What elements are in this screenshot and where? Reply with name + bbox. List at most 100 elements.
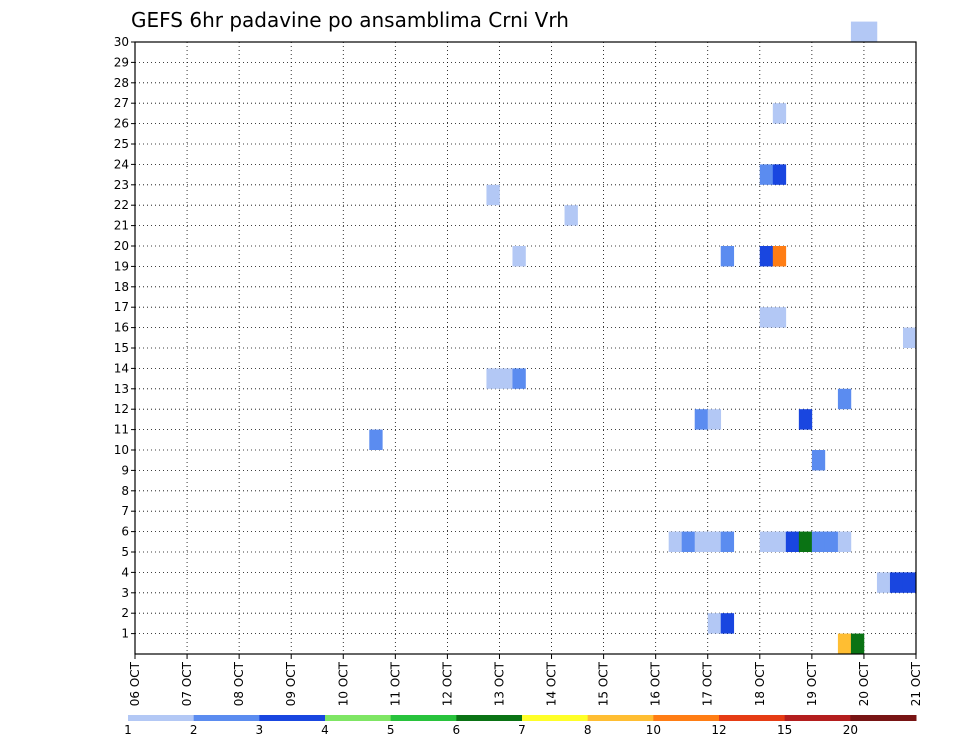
colorbar-swatch	[390, 715, 457, 721]
data-cell	[811, 450, 826, 471]
data-cell	[707, 409, 722, 430]
colorbar-swatch	[325, 715, 392, 721]
x-tick-label: 12 OCT	[440, 661, 454, 706]
colorbar-swatch	[128, 715, 195, 721]
colorbar-label: 7	[518, 723, 526, 737]
data-cell	[785, 531, 800, 552]
chart-title: GEFS 6hr padavine po ansamblima Crni Vrh	[131, 8, 569, 32]
data-cell	[837, 388, 852, 410]
y-tick-label: 11	[114, 423, 129, 437]
colorbar-label: 6	[453, 723, 461, 737]
colorbar-label: 12	[711, 723, 726, 737]
data-cell	[512, 246, 526, 267]
data-cell	[720, 246, 735, 267]
data-cell	[486, 184, 500, 206]
y-axis: 1234567891011121314151617181920212223242…	[114, 35, 135, 641]
colorbar-swatch	[784, 715, 851, 721]
x-tick-label: 19 OCT	[805, 661, 819, 706]
data-cells	[369, 21, 917, 654]
y-tick-label: 14	[114, 361, 129, 375]
x-tick-label: 09 OCT	[284, 661, 298, 706]
x-tick-label: 07 OCT	[180, 661, 194, 706]
data-cell	[850, 21, 865, 42]
data-cell	[772, 246, 787, 267]
y-tick-label: 30	[114, 35, 129, 49]
colorbar-label: 1	[124, 723, 132, 737]
colorbar-swatch	[456, 715, 523, 721]
y-tick-label: 18	[114, 280, 129, 294]
data-cell	[486, 368, 500, 389]
y-tick-label: 28	[114, 76, 129, 90]
data-cell	[707, 613, 722, 634]
data-cell	[681, 531, 696, 552]
y-tick-label: 5	[121, 545, 129, 559]
x-tick-label: 06 OCT	[128, 661, 142, 706]
colorbar-label: 3	[256, 723, 264, 737]
y-tick-label: 9	[121, 463, 129, 477]
y-tick-label: 7	[121, 504, 129, 518]
y-tick-label: 12	[114, 402, 129, 416]
y-tick-label: 15	[114, 341, 129, 355]
x-axis: 06 OCT 07 OCT 08 OCT 09 OCT 10 OCT 11 OCT 12 O…	[128, 654, 923, 706]
data-cell	[772, 307, 787, 328]
data-cell	[707, 531, 722, 552]
data-cell	[759, 246, 774, 267]
data-cell	[902, 327, 917, 348]
y-tick-label: 16	[114, 321, 129, 335]
y-tick-label: 8	[121, 484, 129, 498]
colorbar-swatch	[719, 715, 786, 721]
y-tick-label: 27	[114, 96, 129, 110]
data-cell	[863, 21, 878, 42]
y-tick-label: 4	[121, 565, 129, 579]
y-tick-label: 24	[114, 157, 129, 171]
y-tick-label: 17	[114, 300, 129, 314]
plot-frame	[134, 41, 917, 655]
colorbar-label: 2	[190, 723, 198, 737]
data-cell	[668, 531, 682, 552]
y-tick-label: 29	[114, 55, 129, 69]
colorbar-swatch	[522, 715, 589, 721]
colorbar-swatch	[259, 715, 326, 721]
data-cell	[824, 531, 839, 552]
y-tick-label: 10	[114, 443, 129, 457]
data-cell	[369, 429, 383, 450]
y-tick-label: 3	[121, 586, 129, 600]
data-cell	[811, 531, 826, 552]
data-cell	[772, 103, 787, 124]
data-cell	[889, 572, 904, 593]
x-tick-label: 17 OCT	[701, 661, 715, 706]
x-tick-label: 16 OCT	[649, 661, 663, 706]
y-tick-label: 13	[114, 382, 129, 396]
data-cell	[798, 409, 813, 430]
y-tick-label: 26	[114, 117, 129, 131]
data-cell	[837, 531, 852, 552]
y-tick-label: 19	[114, 259, 129, 273]
data-cell	[759, 531, 774, 552]
x-tick-label: 11 OCT	[388, 661, 402, 706]
x-tick-label: 13 OCT	[492, 661, 506, 706]
colorbar-label: 20	[843, 723, 858, 737]
colorbar-swatch	[193, 715, 260, 721]
y-tick-label: 23	[114, 178, 129, 192]
data-cell	[876, 572, 891, 593]
data-cell	[837, 633, 852, 654]
data-cell	[499, 368, 513, 389]
y-tick-label: 2	[121, 606, 129, 620]
colorbar-label: 15	[777, 723, 792, 737]
y-tick-label: 20	[114, 239, 129, 253]
x-tick-label: 18 OCT	[753, 661, 767, 706]
y-tick-label: 6	[121, 525, 129, 539]
x-tick-label: 08 OCT	[232, 661, 246, 706]
data-cell	[772, 531, 787, 552]
x-tick-label: 21 OCT	[909, 661, 923, 706]
colorbar-label: 10	[646, 723, 661, 737]
colorbar-label: 4	[321, 723, 329, 737]
data-cell	[694, 531, 709, 552]
data-cell	[772, 164, 787, 185]
data-cell	[850, 633, 865, 654]
x-tick-label: 14 OCT	[545, 661, 559, 706]
data-cell	[564, 205, 578, 226]
colorbar-label: 5	[387, 723, 395, 737]
data-cell	[694, 409, 709, 430]
